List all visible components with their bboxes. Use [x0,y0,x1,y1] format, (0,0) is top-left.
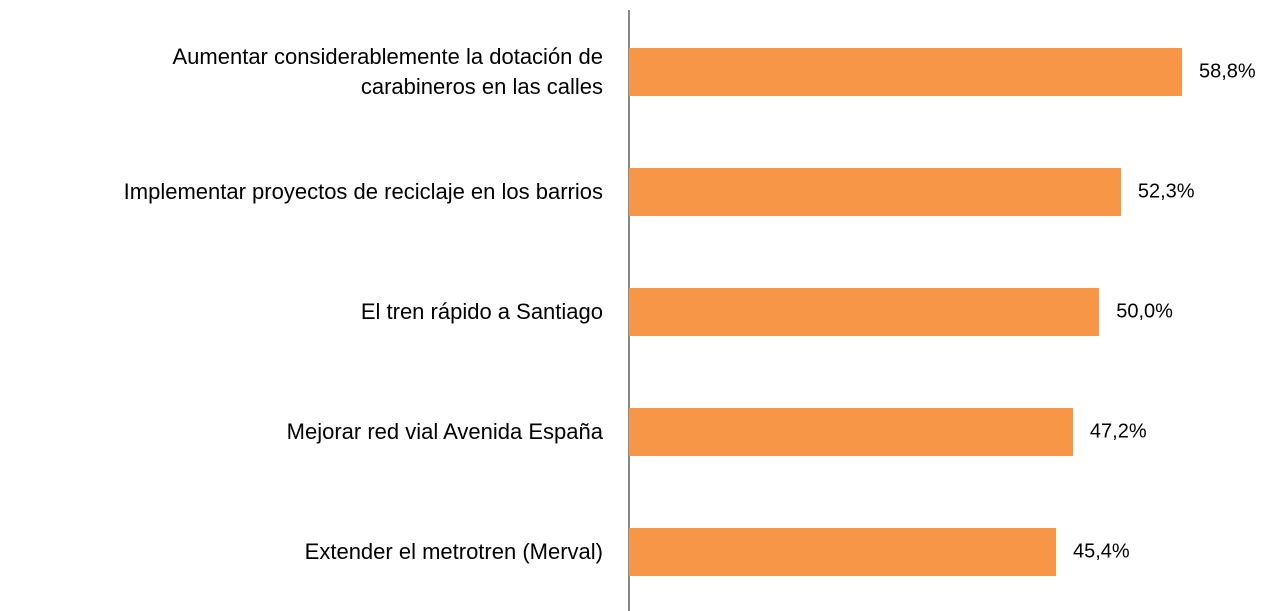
value-label: 50,0% [1116,300,1173,323]
bar [629,408,1073,456]
value-label: 52,3% [1137,180,1195,203]
category-label: Aumentar considerablemente la dotación d… [172,44,604,99]
bar [629,528,1056,576]
category-label: El tren rápido a Santiago [360,299,603,324]
category-label: Implementar proyectos de reciclaje en lo… [123,179,603,204]
category-label: Extender el metrotren (Merval) [304,539,603,564]
category-label: Mejorar red vial Avenida España [286,419,603,444]
bar [629,168,1121,216]
bar [629,48,1182,96]
value-label: 45,4% [1072,540,1130,563]
value-label: 58,8% [1199,60,1256,83]
bar [629,288,1100,336]
value-label: 47,2% [1089,420,1147,443]
